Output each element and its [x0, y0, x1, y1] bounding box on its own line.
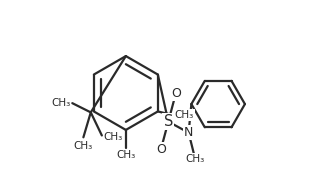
Text: S: S: [164, 114, 173, 129]
Text: O: O: [171, 87, 180, 100]
Text: N: N: [184, 126, 193, 139]
Text: CH₃: CH₃: [74, 141, 93, 151]
Text: CH₃: CH₃: [116, 150, 135, 160]
Text: CH₃: CH₃: [186, 153, 205, 163]
Text: CH₃: CH₃: [104, 132, 123, 142]
Text: O: O: [156, 143, 166, 156]
Text: CH₃: CH₃: [51, 98, 70, 108]
Text: CH₃: CH₃: [174, 110, 194, 120]
